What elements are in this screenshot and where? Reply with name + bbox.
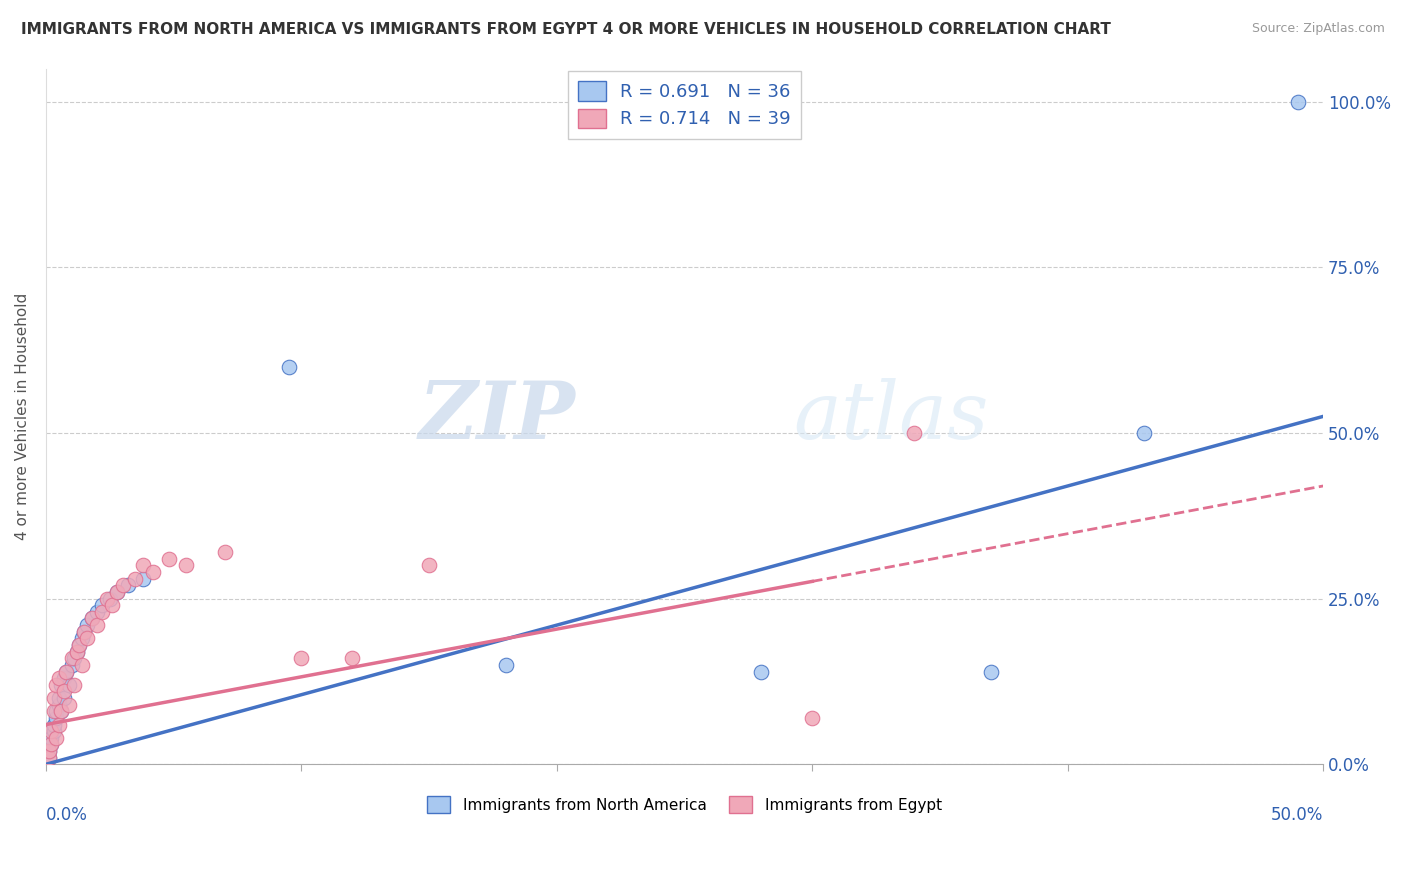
Point bbox=[45, 678, 67, 692]
Point bbox=[418, 558, 440, 573]
Point bbox=[38, 744, 60, 758]
Point bbox=[70, 657, 93, 672]
Point bbox=[214, 545, 236, 559]
Point bbox=[38, 750, 60, 764]
Point bbox=[52, 684, 75, 698]
Point bbox=[903, 425, 925, 440]
Point bbox=[67, 638, 90, 652]
Point bbox=[45, 731, 67, 745]
Point bbox=[107, 585, 129, 599]
Point bbox=[67, 638, 90, 652]
Point bbox=[132, 558, 155, 573]
Point bbox=[55, 665, 77, 679]
Point bbox=[51, 704, 73, 718]
Point bbox=[73, 624, 96, 639]
Point bbox=[45, 711, 67, 725]
Point bbox=[65, 645, 87, 659]
Point bbox=[80, 611, 103, 625]
Legend: Immigrants from North America, Immigrants from Egypt: Immigrants from North America, Immigrant… bbox=[422, 790, 948, 819]
Point bbox=[63, 651, 86, 665]
Point bbox=[55, 665, 77, 679]
Point bbox=[60, 657, 83, 672]
Point bbox=[124, 572, 146, 586]
Point bbox=[63, 678, 86, 692]
Point bbox=[111, 578, 134, 592]
Y-axis label: 4 or more Vehicles in Household: 4 or more Vehicles in Household bbox=[15, 293, 30, 540]
Point bbox=[76, 632, 98, 646]
Point bbox=[39, 731, 62, 745]
Point bbox=[290, 651, 312, 665]
Point bbox=[98, 591, 121, 606]
Point bbox=[45, 704, 67, 718]
Point bbox=[38, 744, 60, 758]
Point bbox=[52, 671, 75, 685]
Text: 0.0%: 0.0% bbox=[46, 806, 87, 824]
Point bbox=[101, 599, 124, 613]
Point bbox=[51, 704, 73, 718]
Point bbox=[142, 565, 165, 579]
Point bbox=[48, 691, 70, 706]
Point bbox=[86, 618, 108, 632]
Point bbox=[277, 359, 299, 374]
Point bbox=[342, 651, 364, 665]
Point bbox=[801, 711, 824, 725]
Text: IMMIGRANTS FROM NORTH AMERICA VS IMMIGRANTS FROM EGYPT 4 OR MORE VEHICLES IN HOU: IMMIGRANTS FROM NORTH AMERICA VS IMMIGRA… bbox=[21, 22, 1111, 37]
Point bbox=[52, 691, 75, 706]
Text: Source: ZipAtlas.com: Source: ZipAtlas.com bbox=[1251, 22, 1385, 36]
Point bbox=[58, 698, 80, 712]
Point bbox=[42, 691, 65, 706]
Point bbox=[60, 651, 83, 665]
Point bbox=[42, 724, 65, 739]
Point bbox=[65, 645, 87, 659]
Point bbox=[42, 717, 65, 731]
Point bbox=[58, 678, 80, 692]
Point bbox=[39, 724, 62, 739]
Point bbox=[176, 558, 198, 573]
Text: ZIP: ZIP bbox=[419, 377, 576, 455]
Point bbox=[39, 738, 62, 752]
Point bbox=[132, 572, 155, 586]
Point bbox=[980, 665, 1002, 679]
Text: 50.0%: 50.0% bbox=[1271, 806, 1323, 824]
Point bbox=[157, 552, 180, 566]
Point bbox=[86, 605, 108, 619]
Point bbox=[48, 717, 70, 731]
Point bbox=[39, 738, 62, 752]
Point bbox=[76, 618, 98, 632]
Point bbox=[80, 611, 103, 625]
Point bbox=[96, 591, 118, 606]
Point bbox=[107, 585, 129, 599]
Point bbox=[749, 665, 772, 679]
Point bbox=[495, 657, 517, 672]
Point bbox=[73, 624, 96, 639]
Point bbox=[91, 599, 114, 613]
Point bbox=[48, 698, 70, 712]
Point bbox=[70, 632, 93, 646]
Point bbox=[38, 750, 60, 764]
Text: atlas: atlas bbox=[793, 377, 988, 455]
Point bbox=[48, 671, 70, 685]
Point bbox=[1133, 425, 1156, 440]
Point bbox=[51, 678, 73, 692]
Point bbox=[91, 605, 114, 619]
Point bbox=[117, 578, 139, 592]
Point bbox=[42, 704, 65, 718]
Point bbox=[1286, 95, 1309, 109]
